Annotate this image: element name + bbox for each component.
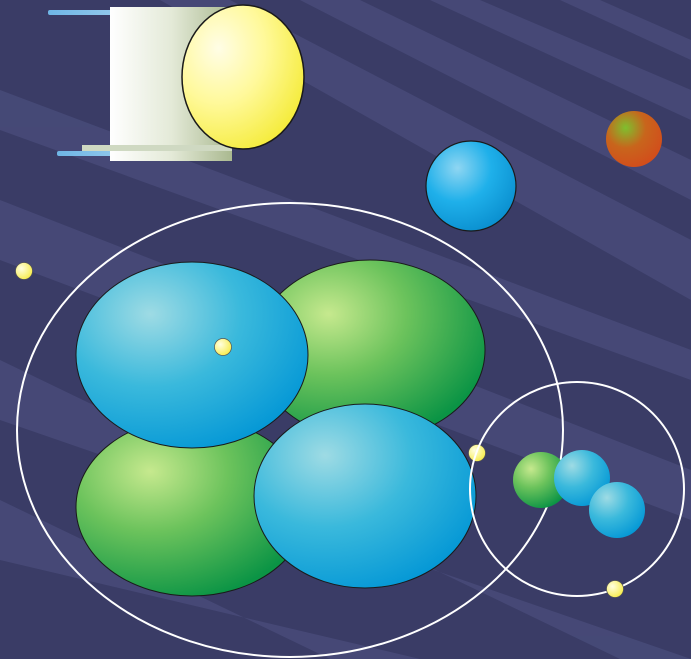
flashlight-collar xyxy=(82,145,232,151)
blue-planet-icon xyxy=(426,141,516,231)
flashlight-lens xyxy=(182,5,304,149)
electron-icon xyxy=(215,339,232,356)
orange-planet-icon xyxy=(606,111,662,167)
neutron xyxy=(76,262,308,448)
electron-icon xyxy=(16,263,33,280)
neutron xyxy=(589,482,645,538)
neutron xyxy=(254,404,476,588)
electron-icon xyxy=(607,581,624,598)
